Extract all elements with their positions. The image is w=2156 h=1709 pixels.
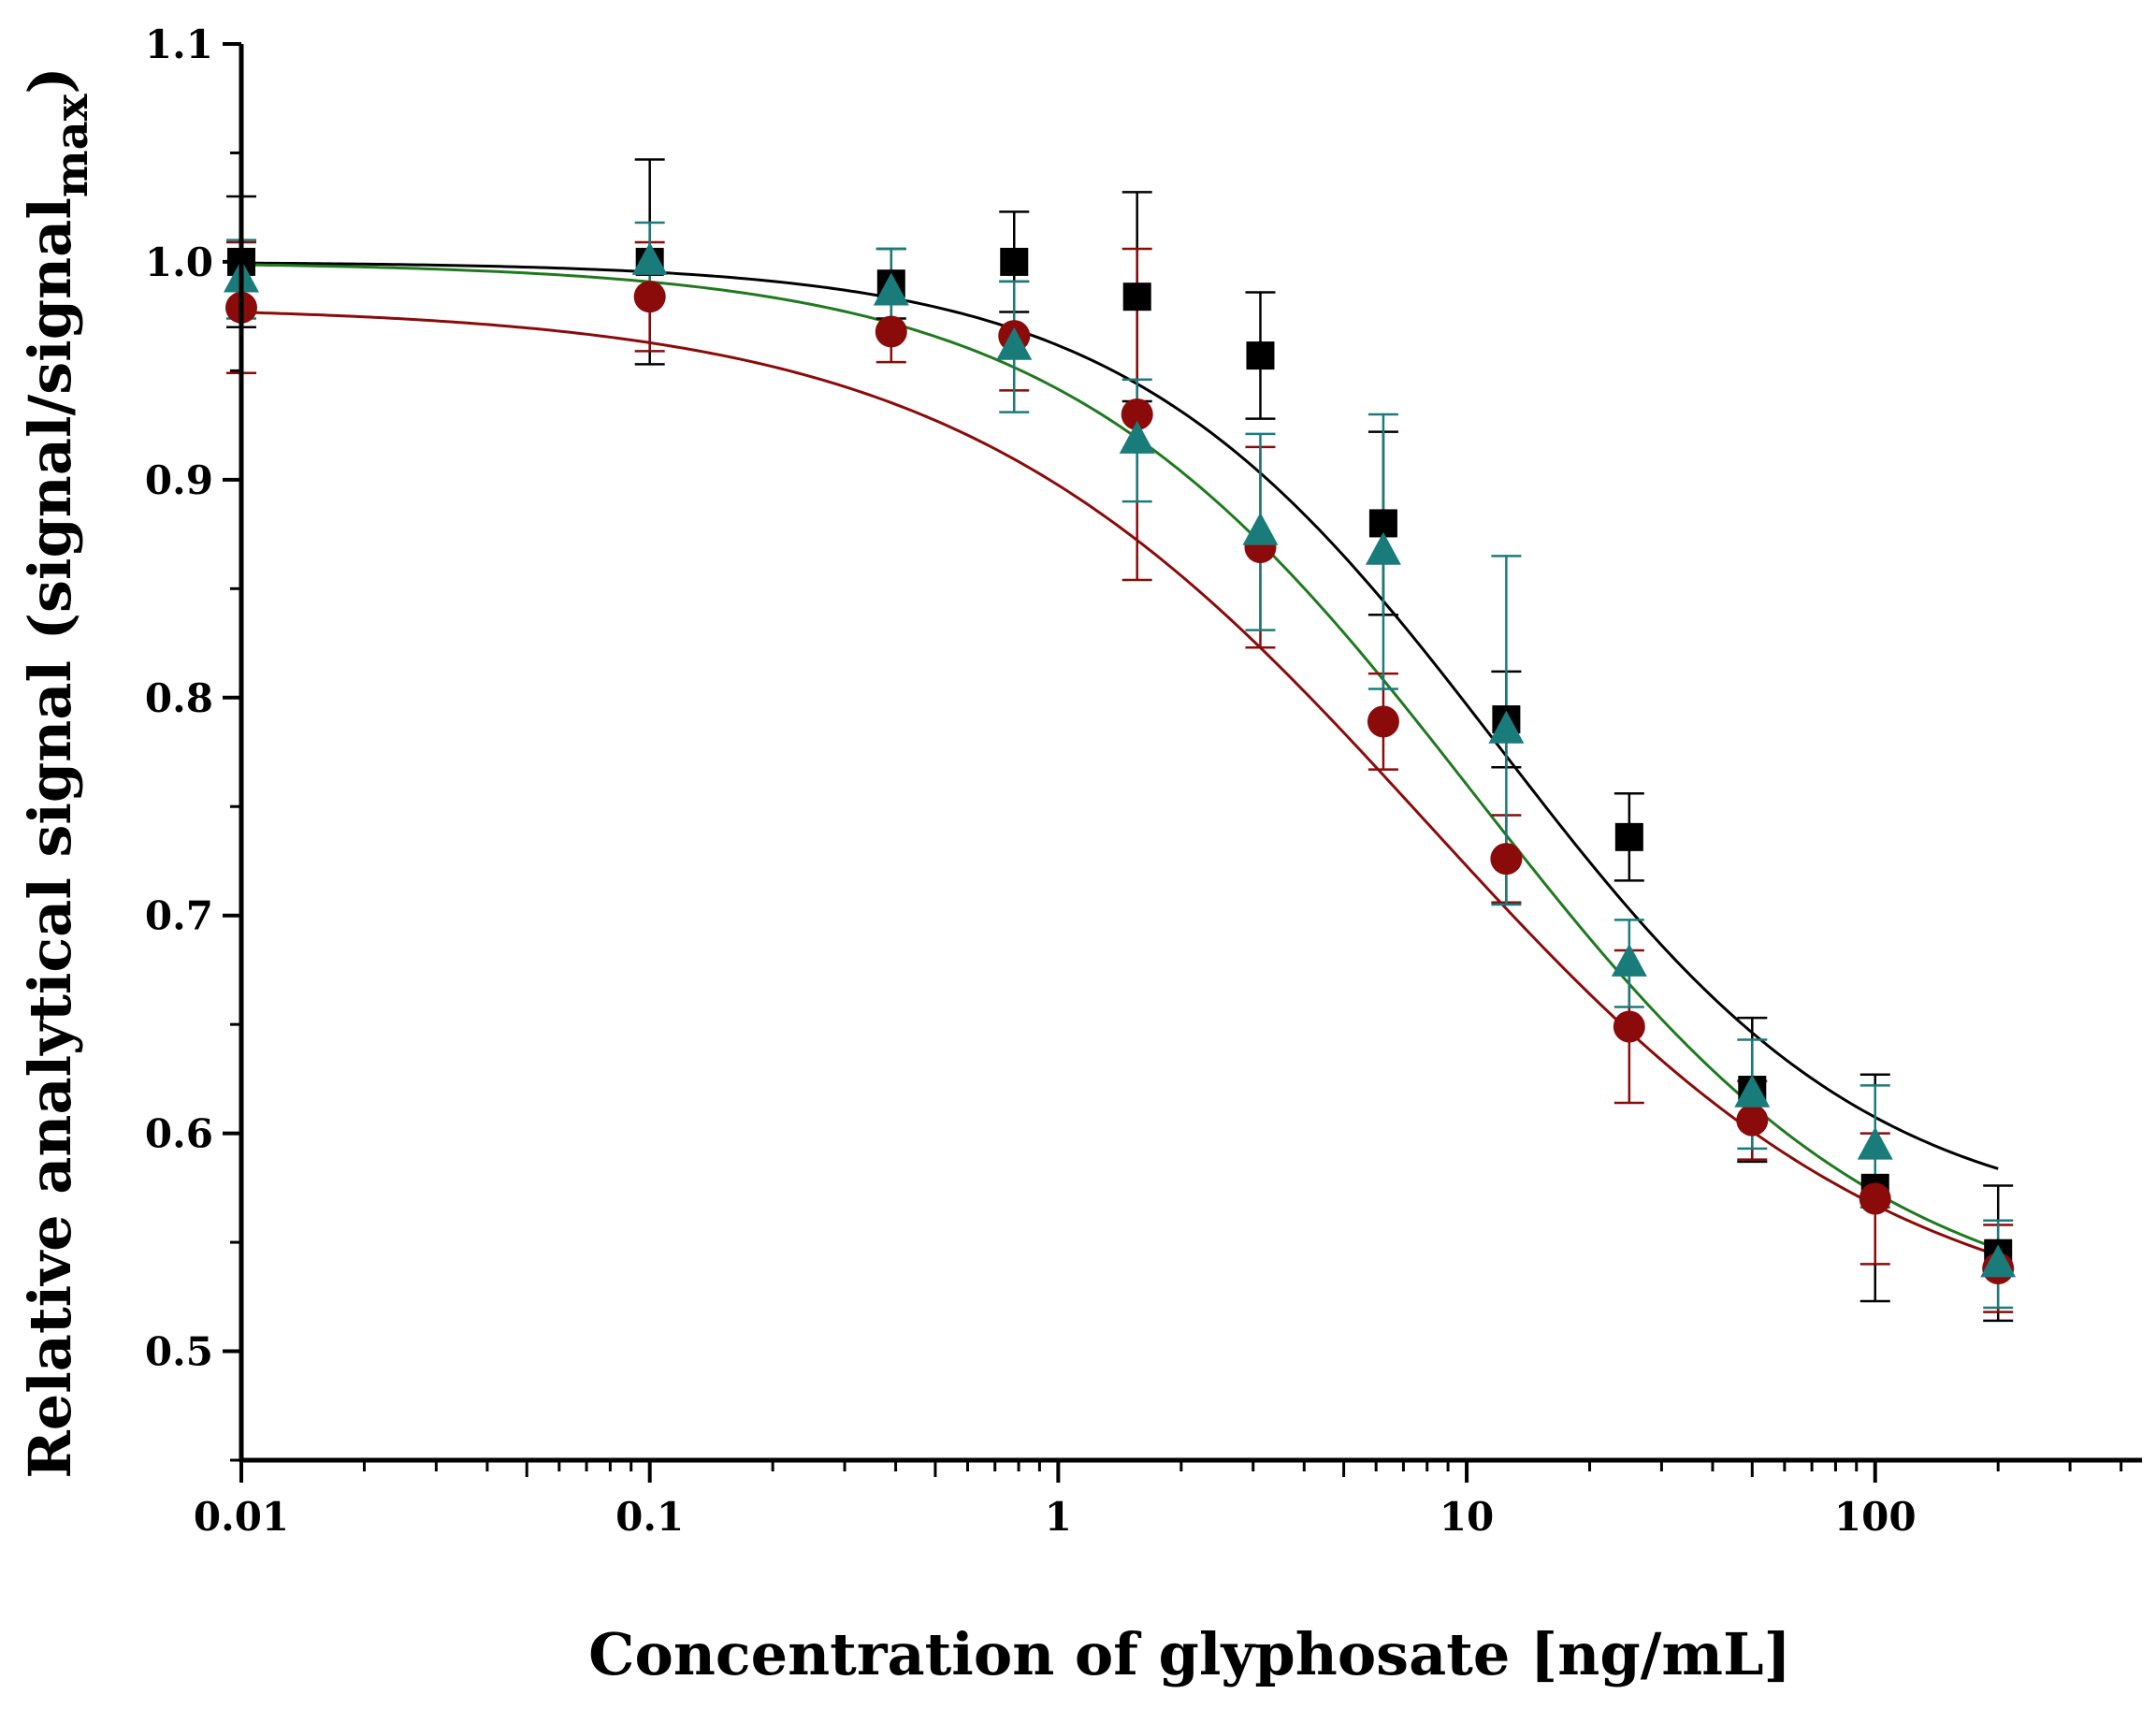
data-point-circle <box>633 281 666 313</box>
data-point-circle <box>1613 1010 1645 1043</box>
data-points <box>224 241 2017 1285</box>
data-point-square <box>1614 822 1643 851</box>
x-tick-label: 10 <box>1440 1494 1494 1540</box>
data-point-triangle <box>1119 420 1155 454</box>
data-point-circle <box>1490 843 1523 876</box>
y-tick-label: 0.7 <box>145 893 213 939</box>
data-point-circle <box>875 315 907 348</box>
y-axis-title: Relative analytical signal (signal/signa… <box>16 66 98 1478</box>
x-tick-label: 0.01 <box>194 1494 289 1540</box>
data-point-triangle <box>631 241 668 275</box>
data-point-circle <box>1121 398 1153 430</box>
data-point-triangle <box>1734 1074 1771 1108</box>
y-axis-title-close: ) <box>16 66 84 94</box>
data-point-triangle <box>1242 512 1279 545</box>
data-point-circle <box>1367 705 1399 738</box>
y-tick-label: 1.0 <box>145 239 213 285</box>
y-axis-title-main: Relative analytical signal (signal/signa… <box>16 197 84 1479</box>
y-axis-title-subscript: max <box>46 94 98 197</box>
axis-ticks <box>223 42 2123 1483</box>
x-tick-labels: 0.01 0.1 1 10 100 <box>194 1494 1917 1540</box>
data-point-triangle <box>996 326 1033 360</box>
y-tick-label: 0.6 <box>145 1111 213 1157</box>
data-point-triangle <box>873 272 909 306</box>
x-tick-label: 100 <box>1834 1494 1917 1540</box>
fit-curves <box>240 261 1999 1257</box>
data-point-square <box>1246 341 1275 370</box>
x-tick-label: 0.1 <box>615 1494 684 1540</box>
y-tick-label: 1.1 <box>145 22 213 67</box>
data-point-circle <box>1736 1104 1769 1137</box>
y-tick-label: 0.5 <box>145 1329 213 1375</box>
x-tick-label: 1 <box>1045 1494 1072 1540</box>
data-point-triangle <box>1980 1244 2017 1278</box>
y-tick-label: 0.9 <box>145 457 213 503</box>
fit-curve-triangles <box>240 263 1999 1251</box>
fit-curve-squares <box>240 261 1999 1170</box>
x-axis-title: Concentration of glyphosate [ng/mL] <box>588 1620 1791 1688</box>
data-point-square <box>1000 247 1029 276</box>
data-point-triangle <box>1365 531 1401 565</box>
data-point-square <box>1122 282 1151 311</box>
data-point-triangle <box>1857 1126 1893 1160</box>
y-tick-label: 0.8 <box>145 675 213 721</box>
data-point-triangle <box>1488 710 1525 744</box>
y-tick-labels: 0.5 0.6 0.7 0.8 0.9 1.0 1.1 <box>145 22 213 1375</box>
error-bars <box>226 158 2014 1323</box>
fit-curve-circles <box>240 311 1999 1257</box>
data-point-triangle <box>1611 943 1647 977</box>
data-point-circle <box>1859 1182 1891 1215</box>
